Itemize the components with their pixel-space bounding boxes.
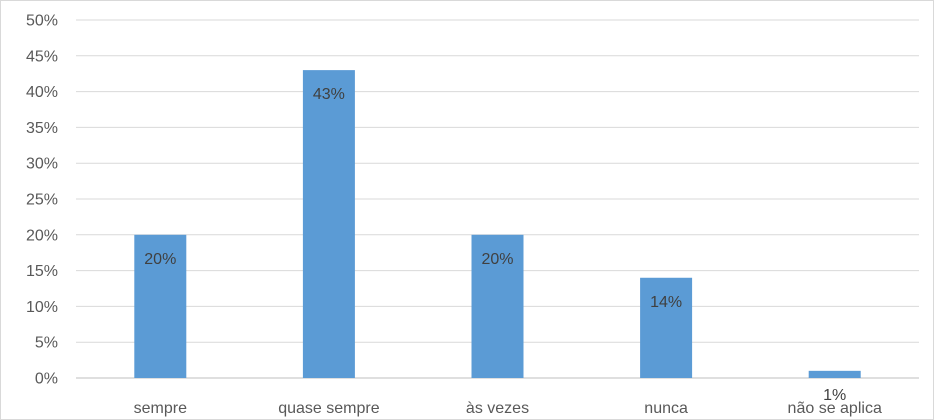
y-tick-label: 10%: [26, 299, 58, 316]
bar: [134, 234, 187, 378]
y-tick-label: 25%: [26, 192, 58, 209]
y-tick-label: 30%: [26, 156, 58, 173]
y-axis-ticks: 0% 5% 10% 15% 20% 25% 30% 35% 40% 45% 50%: [26, 13, 58, 388]
y-tick-label: 20%: [26, 227, 58, 244]
y-tick-label: 35%: [26, 120, 58, 137]
y-tick-label: 15%: [26, 263, 58, 280]
bar: [640, 277, 693, 378]
x-tick-label: às vezes: [466, 400, 529, 417]
y-tick-label: 45%: [26, 48, 58, 65]
bar: [302, 70, 355, 379]
bar: [808, 370, 861, 378]
data-label: 43%: [313, 86, 345, 103]
x-tick-label: quase sempre: [278, 400, 379, 417]
y-tick-label: 5%: [35, 335, 58, 352]
data-label: 20%: [481, 251, 513, 268]
data-labels: 20% 43% 20% 14% 1%: [144, 86, 846, 404]
x-tick-label: sempre: [134, 400, 187, 417]
y-tick-label: 40%: [26, 84, 58, 101]
bar: [471, 234, 524, 378]
x-tick-label: nunca: [644, 400, 688, 417]
x-axis-ticks: sempre quase sempre às vezes nunca não se ap…: [134, 400, 882, 417]
data-label: 1%: [823, 387, 846, 404]
data-label: 14%: [650, 294, 682, 311]
y-tick-label: 0%: [35, 371, 58, 388]
y-tick-label: 50%: [26, 13, 58, 30]
bars: [134, 70, 861, 379]
data-label: 20%: [144, 251, 176, 268]
x-tick-label: não se aplica: [788, 400, 882, 417]
